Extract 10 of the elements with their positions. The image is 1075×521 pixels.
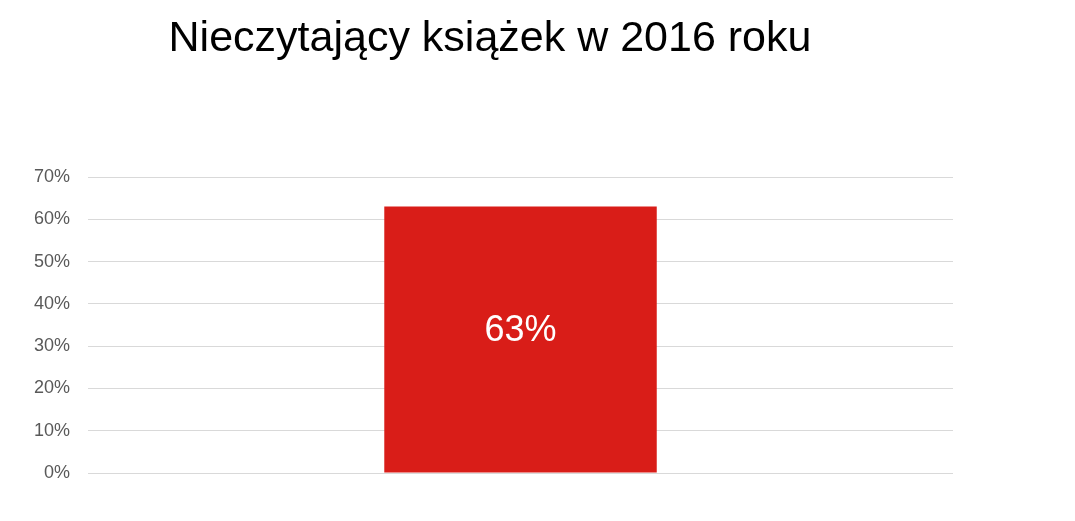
y-tick-label: 20% xyxy=(34,377,71,398)
data-label: 63% xyxy=(484,308,557,350)
chart-title: Nieczytający książek w 2016 roku xyxy=(167,11,813,61)
y-tick-label: 70% xyxy=(34,165,71,186)
y-tick-label: 30% xyxy=(34,335,71,356)
y-tick-label: 50% xyxy=(34,250,71,271)
y-tick-label: 0% xyxy=(44,461,71,482)
y-tick-label: 60% xyxy=(34,208,71,229)
y-tick-label: 40% xyxy=(34,292,71,313)
y-tick-label: 10% xyxy=(34,419,71,440)
